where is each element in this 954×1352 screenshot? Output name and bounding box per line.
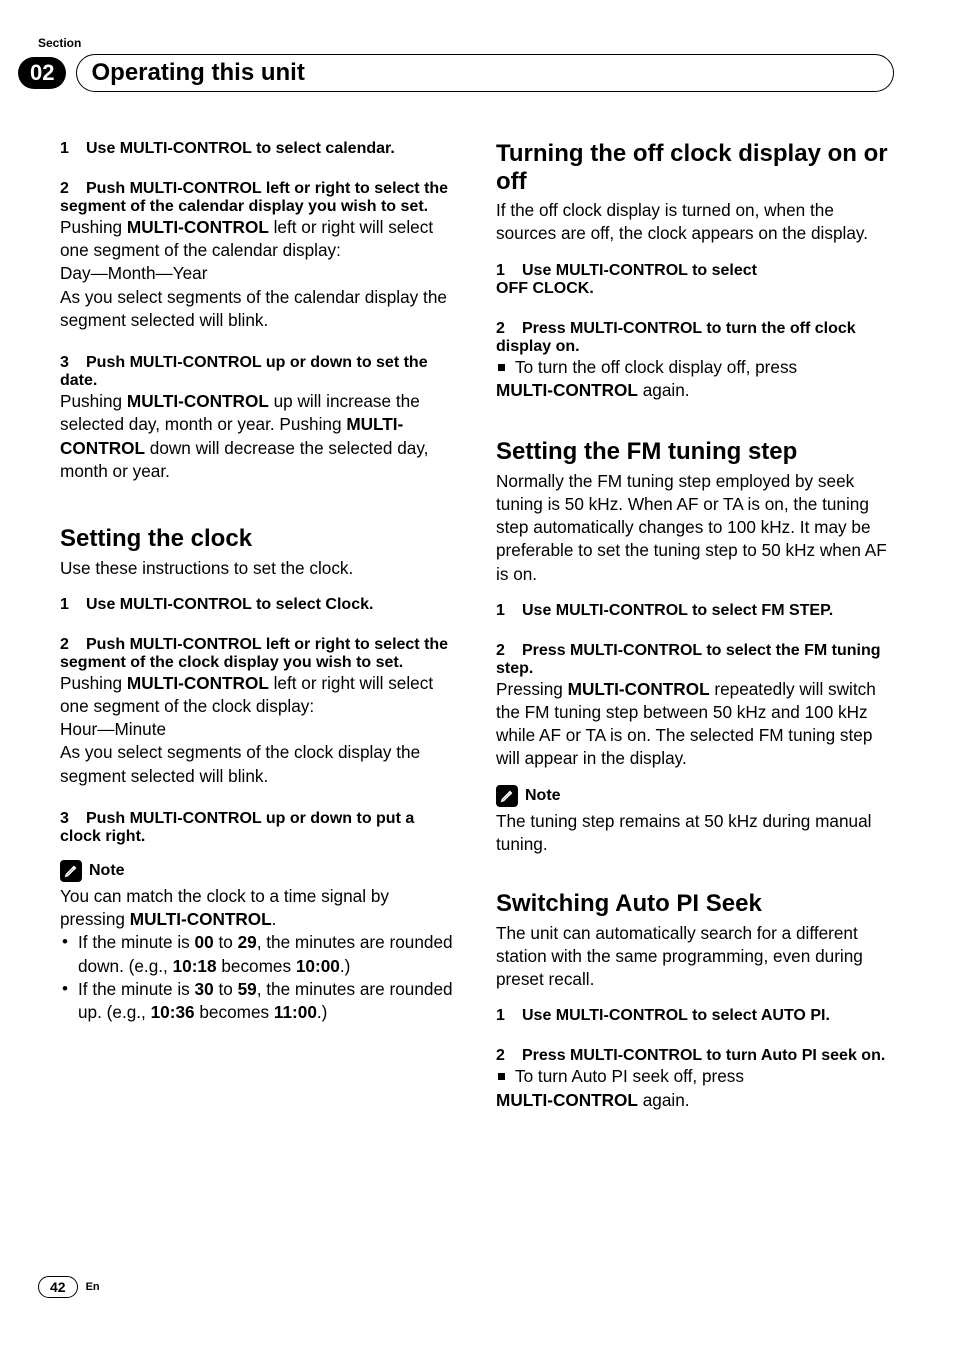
step-body: Hour—Minute [60,718,458,741]
heading-fm-step: Setting the FM tuning step [496,438,894,466]
pencil-icon [496,785,518,807]
step-number: 1 [496,602,522,620]
heading-auto-pi: Switching Auto PI Seek [496,890,894,918]
step-number: 3 [60,354,86,372]
step-number: 3 [60,810,86,828]
step-title: Press MULTI-CONTROL to turn the off cloc… [496,320,856,355]
offclock-step-1: 1Use MULTI-CONTROL to select OFF CLOCK. [496,262,894,298]
pencil-icon [60,860,82,882]
step-body: As you select segments of the calendar d… [60,286,458,332]
autopi-lead: The unit can automatically search for a … [496,922,894,992]
left-column: 1Use MULTI-CONTROL to select calendar. 2… [60,140,458,1134]
language-code: En [86,1281,100,1293]
right-column: Turning the off clock display on or off … [496,140,894,1134]
step-number: 2 [60,636,86,654]
step-title: Press MULTI-CONTROL to turn Auto PI seek… [522,1047,885,1064]
step-body: Pushing MULTI-CONTROL left or right will… [60,216,458,262]
step-title: Use MULTI-CONTROL to select AUTO PI. [522,1007,830,1024]
step-number: 1 [60,596,86,614]
calendar-step-2: 2Push MULTI-CONTROL left or right to sel… [60,180,458,332]
note-header: Note [60,860,458,882]
clock-step-2: 2Push MULTI-CONTROL left or right to sel… [60,636,458,788]
autopi-step-2: 2Press MULTI-CONTROL to turn Auto PI see… [496,1047,894,1111]
step-title: OFF CLOCK. [496,280,894,298]
step-sub: To turn the off clock display off, press [496,356,894,379]
step-body: As you select segments of the clock disp… [60,741,458,787]
square-bullet-icon [498,364,505,371]
step-body: Pushing MULTI-CONTROL up will increase t… [60,390,458,483]
step-number: 2 [60,180,86,198]
section-label: Section [38,36,894,50]
step-number: 1 [496,262,522,280]
step-title: Push MULTI-CONTROL left or right to sele… [60,180,448,215]
note-label: Note [525,787,561,805]
note-body: You can match the clock to a time signal… [60,885,458,931]
list-item: If the minute is 00 to 29, the minutes a… [60,931,458,977]
note-label: Note [89,862,125,880]
step-body: Pressing MULTI-CONTROL repeatedly will s… [496,678,894,771]
step-sub: MULTI-CONTROL again. [496,1089,894,1112]
page-footer: 42 En [38,1276,100,1298]
note-header: Note [496,785,894,807]
step-sub: MULTI-CONTROL again. [496,379,894,402]
step-title: Press MULTI-CONTROL to select the FM tun… [496,642,881,677]
autopi-step-1: 1Use MULTI-CONTROL to select AUTO PI. [496,1007,894,1025]
heading-setting-clock: Setting the clock [60,525,458,553]
step-title: Use MULTI-CONTROL to select [522,262,757,279]
fm-step-2: 2Press MULTI-CONTROL to select the FM tu… [496,642,894,771]
square-bullet-icon [498,1073,505,1080]
step-number: 2 [496,320,522,338]
note-bullets: If the minute is 00 to 29, the minutes a… [60,931,458,1024]
calendar-step-1: 1Use MULTI-CONTROL to select calendar. [60,140,458,158]
fm-step-1: 1Use MULTI-CONTROL to select FM STEP. [496,602,894,620]
heading-off-clock: Turning the off clock display on or off [496,140,894,195]
calendar-step-3: 3Push MULTI-CONTROL up or down to set th… [60,354,458,483]
fm-lead: Normally the FM tuning step employed by … [496,470,894,586]
content-columns: 1Use MULTI-CONTROL to select calendar. 2… [60,140,894,1134]
clock-step-3: 3Push MULTI-CONTROL up or down to put a … [60,810,458,846]
offclock-step-2: 2Press MULTI-CONTROL to turn the off clo… [496,320,894,402]
step-number: 1 [496,1007,522,1025]
list-item: If the minute is 30 to 59, the minutes a… [60,978,458,1024]
step-title: Push MULTI-CONTROL left or right to sele… [60,636,448,671]
step-title: Use MULTI-CONTROL to select FM STEP. [522,602,833,619]
step-title: Use MULTI-CONTROL to select Clock. [86,596,373,613]
step-body: Pushing MULTI-CONTROL left or right will… [60,672,458,718]
step-sub: To turn Auto PI seek off, press [496,1065,894,1088]
step-title: Use MULTI-CONTROL to select calendar. [86,140,395,157]
note-body: The tuning step remains at 50 kHz during… [496,810,894,856]
page-number: 42 [38,1276,78,1298]
chapter-header: 02 Operating this unit [18,54,894,92]
step-number: 2 [496,642,522,660]
offclock-lead: If the off clock display is turned on, w… [496,199,894,245]
step-title: Push MULTI-CONTROL up or down to put a c… [60,810,414,845]
step-body: Day—Month—Year [60,262,458,285]
clock-lead: Use these instructions to set the clock. [60,557,458,580]
step-title: Push MULTI-CONTROL up or down to set the… [60,354,428,389]
chapter-title: Operating this unit [76,54,894,92]
step-number: 2 [496,1047,522,1065]
clock-step-1: 1Use MULTI-CONTROL to select Clock. [60,596,458,614]
section-number-badge: 02 [18,57,66,89]
step-number: 1 [60,140,86,158]
